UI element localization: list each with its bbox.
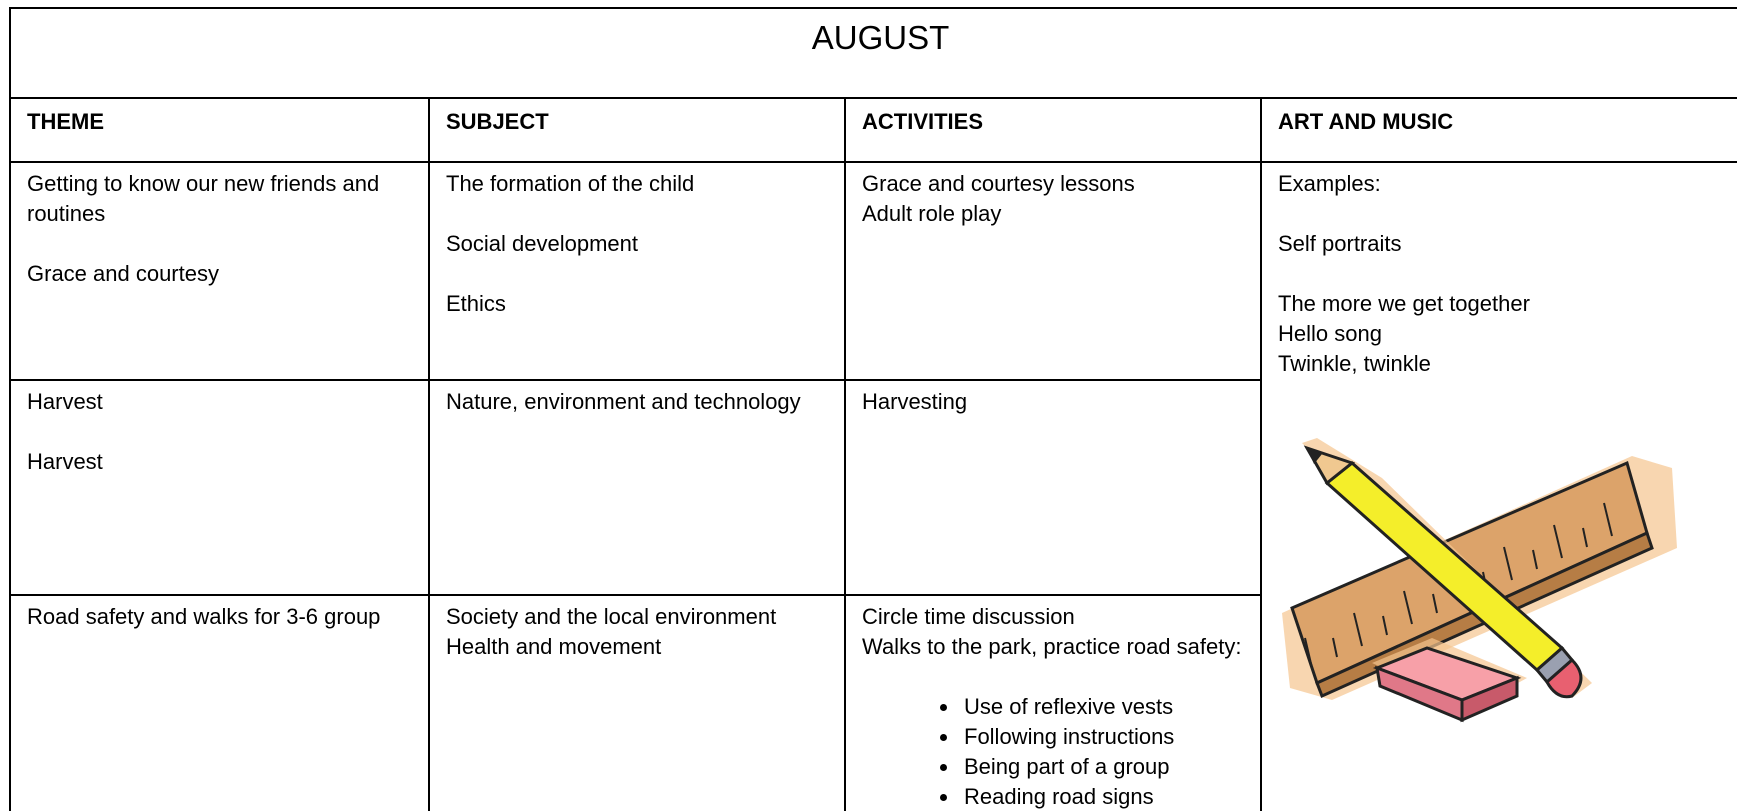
text-line: The more we get together xyxy=(1278,291,1530,316)
paragraph: The more we get together Hello song Twinkl… xyxy=(1278,289,1734,379)
subject-cell: The formation of the child Social develop… xyxy=(428,161,846,381)
paragraph: The formation of the child xyxy=(446,169,828,199)
theme-cell: Road safety and walks for 3-6 group xyxy=(9,594,430,811)
paragraph: Grace and courtesy xyxy=(27,259,412,289)
text-line: Hello song xyxy=(1278,321,1382,346)
text-line: Getting to know our new friends and rout… xyxy=(27,171,380,226)
text-line: Health and movement xyxy=(446,634,662,659)
paragraph: Self portraits xyxy=(1278,229,1734,259)
text-line: Road safety and walks for 3-6 group xyxy=(27,604,381,629)
paragraph: Ethics xyxy=(446,289,828,319)
paragraph: Society and the local environment Health … xyxy=(446,602,828,662)
plan-table: AUGUST THEME SUBJECT ACTIVITIES ART AND MUS… xyxy=(8,7,1737,811)
text-line: Self portraits xyxy=(1278,231,1402,256)
text-line: Ethics xyxy=(446,291,506,316)
text-line: Adult role play xyxy=(862,201,1002,226)
text-line: Nature, environment and technology xyxy=(446,389,801,414)
bullet-item: Being part of a group xyxy=(960,752,1244,782)
header-cell: SUBJECT xyxy=(428,97,846,163)
paragraph: Harvest xyxy=(27,387,412,417)
paragraph: Examples: xyxy=(1278,169,1734,199)
activities-cell: Circle time discussion Walks to the park,… xyxy=(844,594,1262,811)
text-line: Society and the local environment xyxy=(446,604,777,629)
text-line: Walks to the park, practice road safety: xyxy=(862,634,1242,659)
subject-cell: Society and the local environment Health … xyxy=(428,594,846,811)
paragraph: Harvesting xyxy=(862,387,1244,417)
bullet-item: Use of reflexive vests xyxy=(960,692,1244,722)
header-cell: ACTIVITIES xyxy=(844,97,1262,163)
paragraph: Social development xyxy=(446,229,828,259)
text-line: Grace and courtesy lessons xyxy=(862,171,1135,196)
text-line: Harvest xyxy=(27,449,103,474)
text-line: Harvest xyxy=(27,389,103,414)
clip-art xyxy=(1282,438,1677,723)
activities-cell: Harvesting xyxy=(844,379,1262,596)
month-title: AUGUST xyxy=(8,7,1737,99)
bullet-list: Use of reflexive vestsFollowing instruct… xyxy=(862,692,1244,811)
activities-cell: Grace and courtesy lessons Adult role pla… xyxy=(844,161,1262,381)
text-line: Social development xyxy=(446,231,639,256)
text-line: Twinkle, twinkle xyxy=(1278,351,1431,376)
text-line: The formation of the child xyxy=(446,171,695,196)
paragraph: Harvest xyxy=(27,447,412,477)
paragraph: Road safety and walks for 3-6 group xyxy=(27,602,412,632)
header-cell: ART AND MUSIC xyxy=(1259,97,1737,163)
paragraph: Circle time discussion Walks to the park,… xyxy=(862,602,1244,662)
pencil xyxy=(1302,438,1592,699)
text-line: Examples: xyxy=(1278,171,1381,196)
bullet-item: Reading road signs xyxy=(960,782,1244,811)
paragraph: Grace and courtesy lessons Adult role pla… xyxy=(862,169,1244,229)
theme-cell: Getting to know our new friends and rout… xyxy=(9,161,430,381)
text-line: Harvesting xyxy=(862,389,968,414)
theme-cell: Harvest Harvest xyxy=(9,379,430,596)
paragraph: Nature, environment and technology xyxy=(446,387,828,417)
subject-cell: Nature, environment and technology xyxy=(428,379,846,596)
eraser xyxy=(1372,638,1527,723)
header-cell: THEME xyxy=(9,97,430,163)
text-line: Circle time discussion xyxy=(862,604,1075,629)
paragraph: Getting to know our new friends and rout… xyxy=(27,169,412,229)
bullet-item: Following instructions xyxy=(960,722,1244,752)
text-line: Grace and courtesy xyxy=(27,261,219,286)
